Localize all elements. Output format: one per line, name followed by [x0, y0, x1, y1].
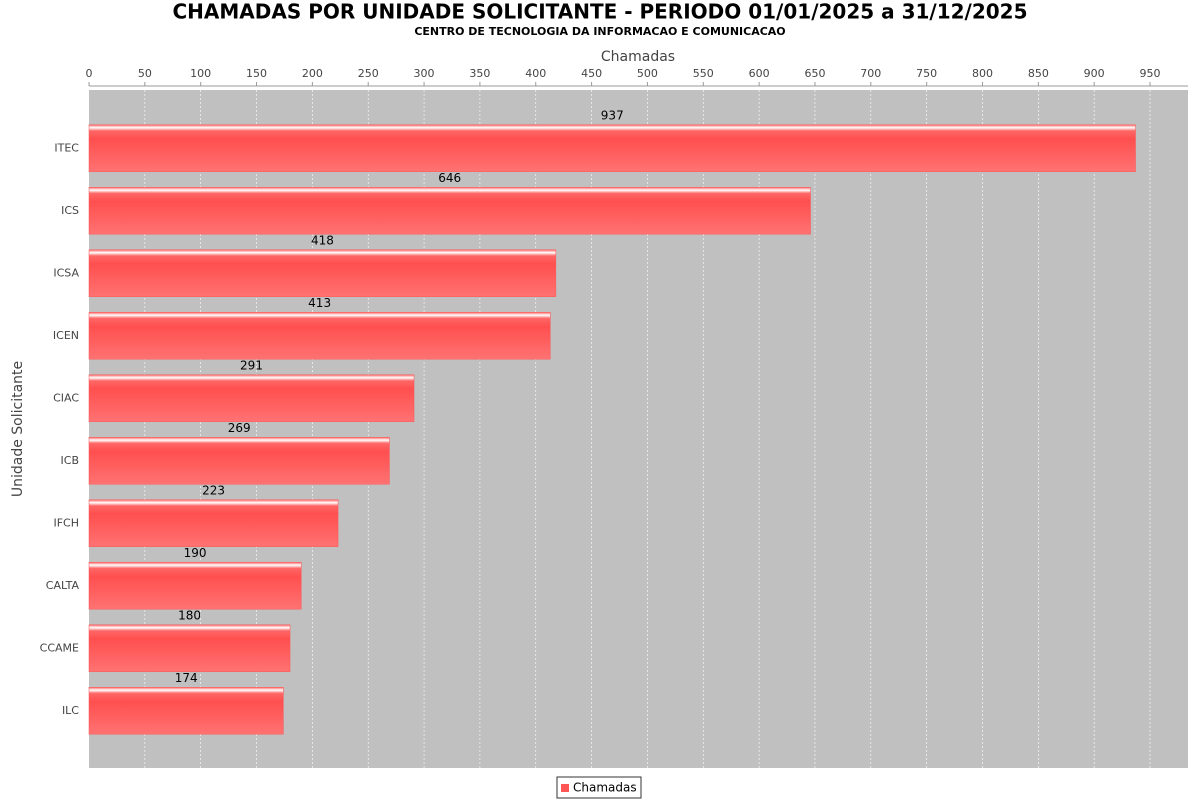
x-tick-label: 0 — [86, 67, 93, 80]
y-tick-label: CALTA — [46, 579, 80, 592]
x-tick-label: 300 — [414, 67, 435, 80]
legend-swatch — [561, 784, 569, 792]
x-tick-label: 100 — [190, 67, 211, 80]
x-tick-label: 650 — [804, 67, 825, 80]
x-tick-label: 800 — [972, 67, 993, 80]
bar — [88, 374, 415, 422]
value-label: 413 — [308, 296, 331, 310]
bar — [88, 187, 811, 235]
x-tick-label: 150 — [246, 67, 267, 80]
bar — [88, 124, 1136, 172]
x-axis-label: Chamadas — [601, 49, 675, 65]
bar — [88, 687, 284, 735]
bar — [88, 562, 302, 610]
y-tick-label: CCAME — [40, 641, 79, 654]
x-tick-label: 200 — [302, 67, 323, 80]
chart-subtitle: CENTRO DE TECNOLOGIA DA INFORMACAO E COM… — [414, 25, 785, 38]
chart-title: CHAMADAS POR UNIDADE SOLICITANTE - PERIO… — [172, 0, 1027, 24]
value-label: 291 — [240, 358, 263, 372]
value-label: 937 — [601, 108, 624, 122]
value-label: 180 — [178, 608, 201, 622]
y-tick-label: ICEN — [53, 329, 79, 342]
x-tick-label: 950 — [1140, 67, 1161, 80]
bar — [88, 624, 291, 672]
y-tick-label: ILC — [62, 704, 79, 717]
x-tick-label: 500 — [637, 67, 658, 80]
x-tick-label: 700 — [860, 67, 881, 80]
x-tick-label: 450 — [581, 67, 602, 80]
value-label: 418 — [311, 233, 334, 247]
y-tick-label: ICSA — [53, 266, 79, 279]
y-tick-label: ICS — [61, 204, 79, 217]
x-tick-label: 900 — [1084, 67, 1105, 80]
y-tick-label: ICB — [61, 454, 79, 467]
legend-box — [556, 776, 642, 799]
value-label: 190 — [184, 546, 207, 560]
value-label: 269 — [228, 421, 251, 435]
bar — [88, 312, 551, 360]
y-tick-label: IFCH — [53, 516, 79, 529]
bar — [88, 249, 557, 297]
value-label: 223 — [202, 483, 225, 497]
y-tick-label: ITEC — [54, 141, 79, 154]
x-tick-label: 850 — [1028, 67, 1049, 80]
x-tick-label: 750 — [916, 67, 937, 80]
x-tick-label: 550 — [693, 67, 714, 80]
y-axis-label: Unidade Solicitante — [10, 361, 26, 497]
x-tick-label: 600 — [749, 67, 770, 80]
bar — [88, 499, 339, 547]
x-tick-label: 400 — [525, 67, 546, 80]
bar — [88, 437, 390, 485]
value-label: 174 — [175, 671, 198, 685]
x-tick-label: 50 — [138, 67, 152, 80]
value-label: 646 — [438, 171, 461, 185]
x-tick-label: 250 — [358, 67, 379, 80]
y-tick-label: CIAC — [53, 391, 79, 404]
legend-label: Chamadas — [573, 781, 637, 795]
x-tick-label: 350 — [469, 67, 490, 80]
